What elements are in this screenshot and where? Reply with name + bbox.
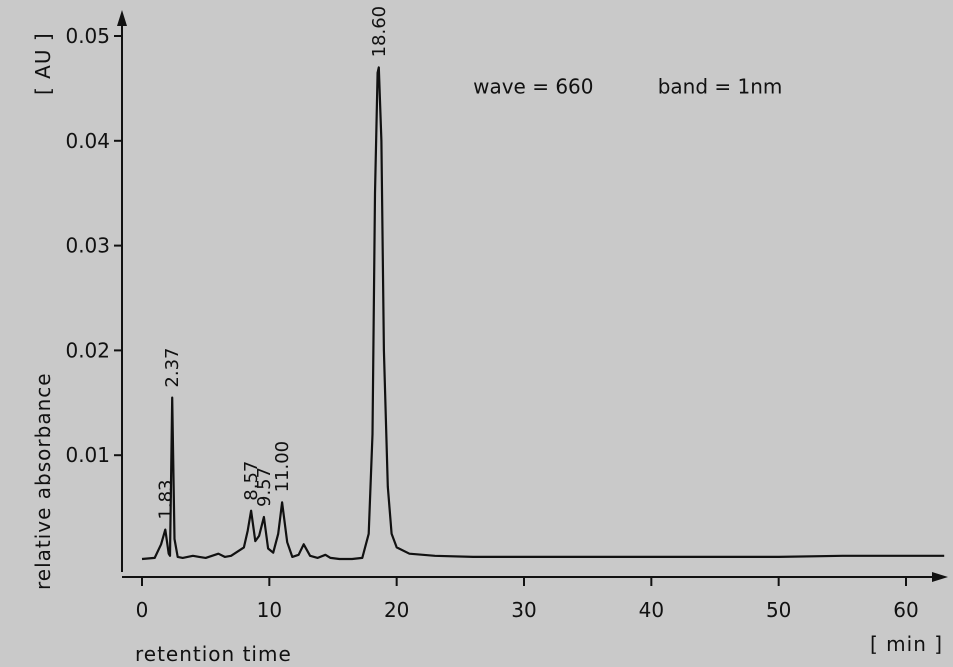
x-tick-label: 60 [893, 598, 918, 622]
chromatogram-trace [141, 66, 945, 561]
peak-label: 9.57 [254, 467, 275, 507]
x-tick-label: 0 [136, 598, 149, 622]
x-axis-arrow [932, 572, 948, 582]
peak-label: 18.60 [369, 6, 390, 58]
x-tick-label: 10 [257, 598, 282, 622]
peak-label: 11.00 [272, 441, 293, 493]
x-axis-title: retention time [135, 642, 292, 666]
peak-label: 1.83 [155, 480, 176, 520]
annotations: wave = 660 band = 1nm [473, 75, 782, 99]
x-axis-unit: [ min ] [870, 632, 943, 656]
annotation-text: band = 1nm [658, 75, 783, 99]
x-tick-label: 30 [511, 598, 536, 622]
y-ticks: 0.01 0.02 0.03 0.04 0.05 [65, 24, 122, 467]
y-axis-arrow [117, 10, 127, 26]
y-axis-title: relative absorbance [31, 372, 55, 590]
peak-label: 2.37 [162, 348, 183, 388]
x-ticks: 0 10 20 30 40 50 60 [136, 577, 919, 622]
y-tick-label: 0.04 [65, 129, 110, 153]
y-tick-label: 0.02 [65, 338, 110, 362]
y-axis-unit: [ AU ] [31, 32, 55, 95]
y-tick-label: 0.01 [65, 443, 110, 467]
axes [117, 10, 948, 582]
y-tick-label: 0.03 [65, 234, 110, 258]
x-tick-label: 50 [766, 598, 791, 622]
x-tick-label: 40 [639, 598, 664, 622]
y-tick-label: 0.05 [65, 24, 110, 48]
peak-label: 8.57 [241, 461, 262, 501]
x-tick-label: 20 [384, 598, 409, 622]
annotation-text: wave = 660 [473, 75, 593, 99]
